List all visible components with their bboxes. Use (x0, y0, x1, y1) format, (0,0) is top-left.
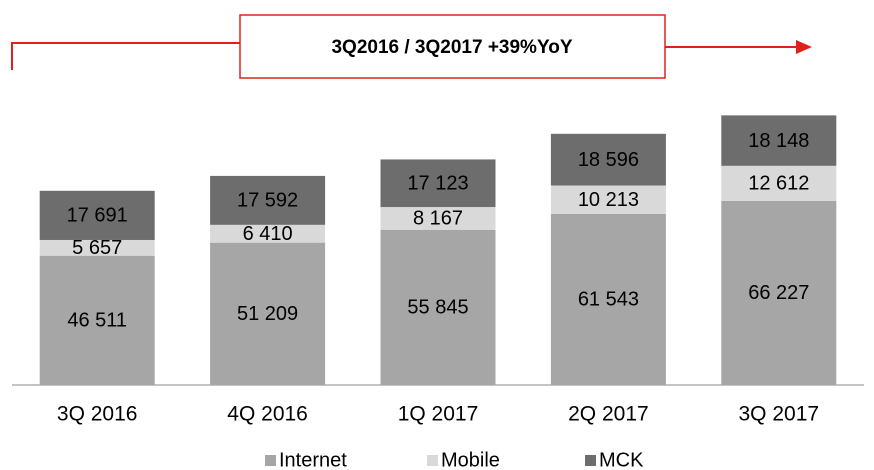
value-label: 17 123 (407, 173, 468, 195)
bar-segment (210, 224, 326, 243)
bar-segment (39, 255, 155, 385)
bar-segment (721, 115, 837, 166)
x-tick-label: 4Q 2016 (227, 403, 308, 426)
bar-segment (550, 185, 666, 214)
value-label: 66 227 (748, 282, 809, 304)
annotation-text: 3Q2016 / 3Q2017 +39%YoY (331, 37, 572, 58)
bar-segment (210, 242, 326, 385)
bar-segment (550, 213, 666, 385)
x-tick-label: 2Q 2017 (568, 403, 649, 426)
value-label: 18 148 (748, 130, 809, 152)
legend-swatch (427, 455, 438, 466)
legend-label: MCK (599, 449, 644, 470)
bar-segment (380, 207, 496, 230)
x-tick-label: 3Q 2017 (739, 403, 820, 426)
value-label: 12 612 (748, 173, 809, 195)
value-label: 17 691 (67, 205, 128, 227)
value-label: 6 410 (243, 223, 293, 245)
x-tick-label: 1Q 2017 (398, 403, 479, 426)
bar-segment (39, 190, 155, 240)
bar-segment (550, 133, 666, 186)
value-label: 61 543 (578, 289, 639, 311)
value-label: 8 167 (413, 208, 463, 230)
value-label: 55 845 (407, 297, 468, 319)
value-label: 18 596 (578, 149, 639, 171)
x-tick-label: 3Q 2016 (57, 403, 138, 426)
bar-segment (380, 159, 496, 208)
bar-segment (721, 165, 837, 201)
bar-segment (380, 229, 496, 385)
value-label: 10 213 (578, 189, 639, 211)
bar-segment (721, 200, 837, 385)
bar-segment (210, 175, 326, 225)
legend-swatch (265, 455, 276, 466)
legend-label: Mobile (441, 449, 500, 470)
value-label: 5 657 (72, 237, 122, 259)
value-label: 17 592 (237, 190, 298, 212)
value-label: 51 209 (237, 303, 298, 325)
bar-segment (39, 239, 155, 256)
annotation-arrowhead (796, 40, 812, 54)
annotation-box (239, 14, 666, 79)
annotation-line-left (11, 42, 240, 70)
legend-label: Internet (279, 449, 347, 470)
value-label: 46 511 (67, 310, 127, 332)
legend-swatch (585, 455, 596, 466)
